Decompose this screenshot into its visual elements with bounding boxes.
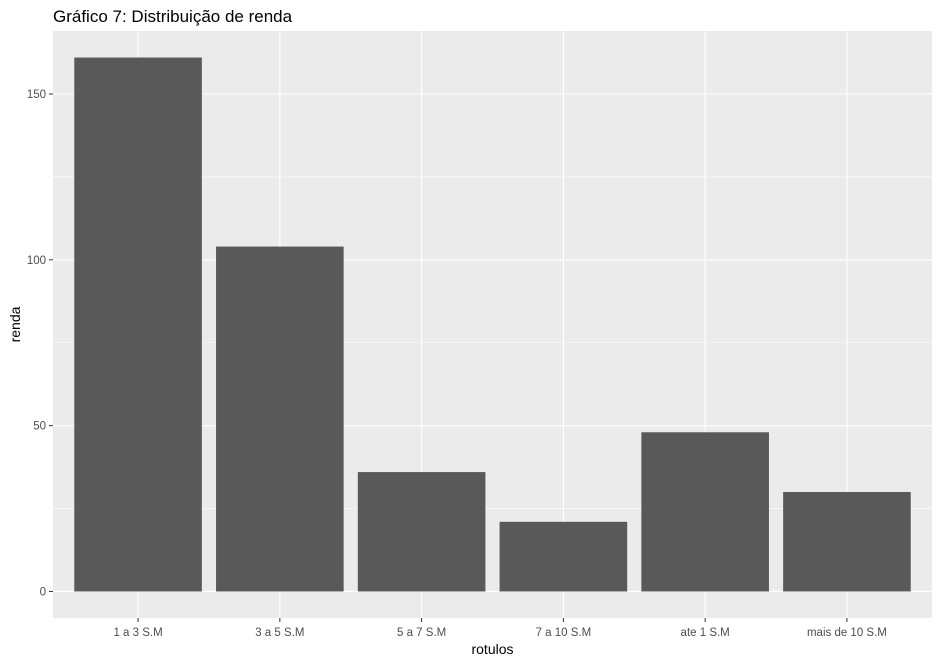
chart-title: Gráfico 7: Distribuição de renda (53, 7, 293, 26)
x-tick-label-1: 3 a 5 S.M (255, 627, 304, 639)
x-axis-title: rotulos (471, 641, 513, 657)
x-tick-label-2: 5 a 7 S.M (397, 627, 446, 639)
bar-4 (641, 432, 769, 592)
x-tick-label-0: 1 a 3 S.M (113, 627, 162, 639)
x-axis: 1 a 3 S.M 3 a 5 S.M 5 a 7 S.M 7 a 10 S.M ate… (113, 618, 887, 639)
bars (74, 57, 911, 592)
y-tick-label-1: 50 (33, 421, 46, 433)
x-tick-label-3: 7 a 10 S.M (536, 627, 592, 639)
y-tick-label-0: 0 (40, 586, 46, 598)
bar-2 (357, 472, 486, 592)
y-axis-title: renda (7, 306, 23, 342)
y-tick-label-3: 150 (27, 89, 46, 101)
bar-1 (216, 246, 344, 592)
bar-5 (783, 491, 911, 592)
y-tick-label-2: 100 (27, 255, 46, 267)
x-tick-label-5: mais de 10 S.M (807, 627, 887, 639)
bar-3 (499, 521, 628, 592)
bar-0 (74, 57, 202, 592)
x-tick-label-4: ate 1 S.M (681, 627, 730, 639)
y-axis: 0 50 100 150 (27, 89, 53, 598)
